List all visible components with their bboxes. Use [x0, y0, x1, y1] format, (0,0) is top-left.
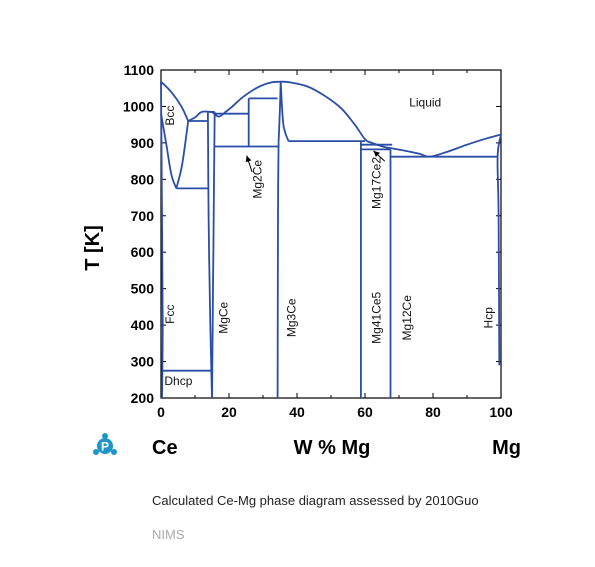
phase-boundary-curve: [175, 120, 190, 189]
label-arrow: [373, 150, 386, 162]
phase-boundary-curve: [211, 111, 216, 399]
phase-boundaries: [160, 80, 502, 399]
y-tick-label: 1100: [124, 62, 155, 78]
x-tick-label: 80: [425, 404, 441, 420]
x-right-label: Mg: [492, 437, 521, 459]
phase-boundary-curve: [187, 110, 213, 122]
figure-caption: Calculated Ce-Mg phase diagram assessed …: [152, 493, 479, 508]
y-tick-label: 200: [131, 390, 155, 406]
x-tick-label: 40: [289, 404, 305, 420]
phase-label-bcc: Bcc: [163, 106, 177, 126]
y-tick-label: 300: [131, 354, 155, 370]
x-left-label: Ce: [152, 437, 178, 459]
phase-label-fcc: Fcc: [163, 305, 177, 324]
y-tick-label: 500: [131, 281, 155, 297]
phase-boundary-curve: [276, 141, 280, 399]
phase-boundary-curve: [207, 111, 213, 399]
label-arrow: [245, 155, 253, 173]
phase-boundary-curve: [211, 80, 502, 158]
y-tick-label: 600: [131, 244, 155, 260]
y-tick-label: 800: [131, 171, 155, 187]
phase-boundary-curve: [160, 81, 190, 122]
y-tick-label: 900: [131, 135, 155, 151]
x-tick-label: 100: [489, 404, 513, 420]
phase-label-mg2ce: Mg2Ce: [250, 160, 264, 199]
x-tick-label: 0: [157, 404, 165, 420]
x-tick-label: 60: [357, 404, 373, 420]
phase-labels: Liquid Bcc Fcc Dhcp MgCe Mg2Ce Mg3Ce Mg17Ce2 Mg4…: [163, 95, 496, 388]
y-tick-label: 700: [131, 208, 155, 224]
phase-label-mgce: MgCe: [216, 301, 230, 333]
source-label: NIMS: [152, 527, 185, 542]
y-axis-title: T [K]: [82, 225, 104, 271]
x-tick-label: 20: [221, 404, 237, 420]
phase-label-mg17ce2: Mg17Ce2: [369, 157, 383, 209]
y-tick-label: 400: [131, 317, 155, 333]
x-axis-title: W % Mg: [294, 437, 371, 459]
phase-boundary-curve: [160, 81, 164, 399]
y-tick-label: 1000: [123, 98, 154, 114]
phase-label-liquid: Liquid: [409, 95, 441, 109]
p-molecule-logo-icon: P: [93, 433, 117, 455]
svg-text:P: P: [101, 440, 109, 454]
phase-label-mg3ce: Mg3Ce: [284, 298, 298, 337]
phase-label-mg41ce5: Mg41Ce5: [369, 291, 383, 343]
phase-label-dhcp: Dhcp: [164, 374, 192, 388]
phase-boundary-curve: [496, 134, 502, 366]
phase-label-mg12ce: Mg12Ce: [400, 295, 414, 341]
phase-boundary-curve: [160, 113, 178, 189]
phase-boundary-curve: [279, 81, 290, 142]
tick-labels: 0 20 40 60 80 100 200 300 400 500 600 700 800 900 1000…: [123, 62, 513, 420]
phase-label-hcp: Hcp: [482, 307, 496, 329]
